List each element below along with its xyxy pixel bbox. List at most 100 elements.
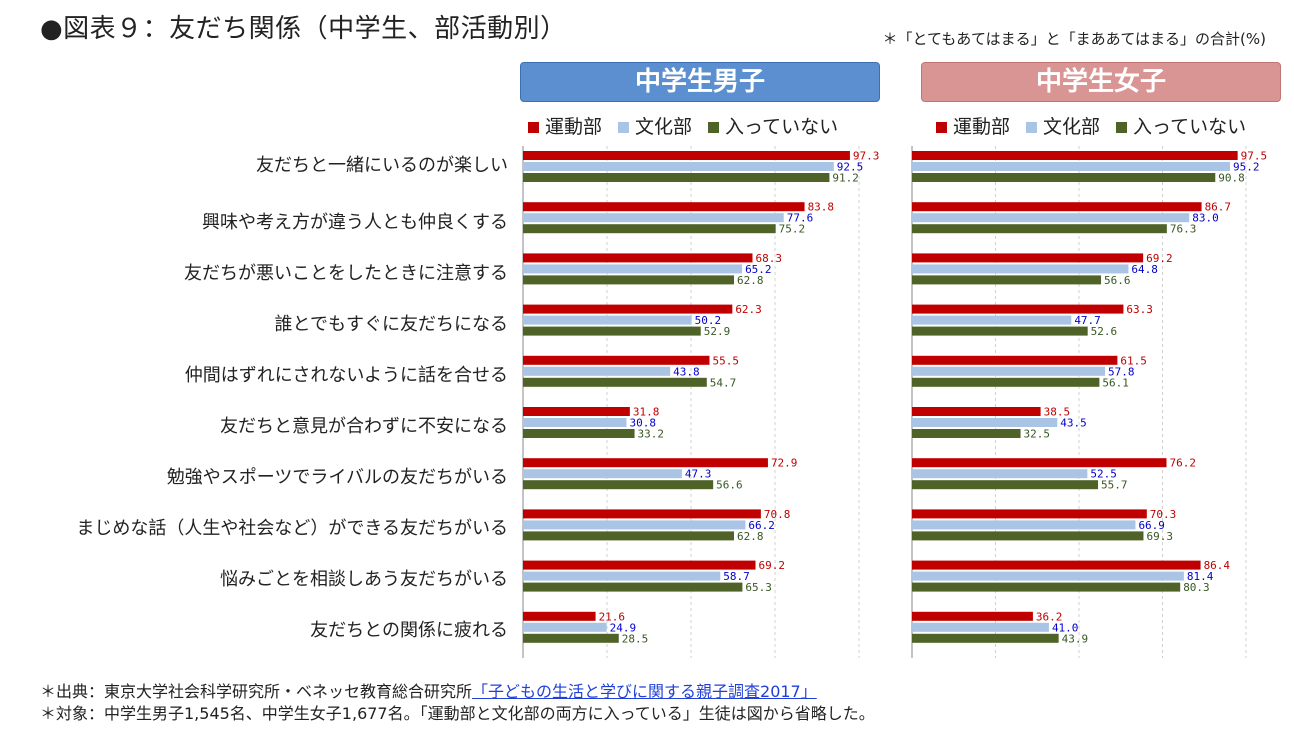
data-label-bunka: 43.8	[673, 365, 700, 378]
data-label-bunka: 64.8	[1131, 263, 1158, 276]
bar-bunka	[912, 469, 1088, 479]
data-label-bunka: 66.2	[748, 519, 775, 532]
bar-undo	[523, 304, 733, 314]
data-label-none: 52.9	[704, 325, 731, 338]
data-label-none: 62.8	[737, 530, 764, 543]
data-label-bunka: 95.2	[1233, 161, 1260, 174]
legend-swatch-undo	[936, 122, 947, 133]
target-note: ＊対象：中学生男子1,545名、中学生女子1,677名。「運動部と文化部の両方に…	[40, 704, 875, 723]
bar-undo	[912, 560, 1201, 570]
data-label-undo: 76.2	[1170, 457, 1197, 470]
bar-bunka	[523, 213, 784, 223]
bar-bunka	[523, 162, 834, 171]
bar-none	[912, 480, 1099, 490]
bar-bunka	[523, 366, 671, 376]
data-label-undo: 68.3	[755, 252, 782, 265]
bar-undo	[523, 509, 761, 519]
data-label-undo: 72.9	[771, 457, 798, 470]
data-label-none: 55.7	[1101, 479, 1128, 492]
data-label-bunka: 43.5	[1060, 417, 1087, 430]
legend-label-none: 入っていない	[1133, 115, 1247, 138]
bar-bunka	[523, 315, 692, 325]
data-label-none: 80.3	[1183, 581, 1210, 594]
data-label-bunka: 47.3	[685, 468, 712, 481]
data-label-bunka: 30.8	[629, 417, 656, 430]
bar-undo	[912, 407, 1041, 416]
data-label-undo: 70.3	[1150, 508, 1177, 521]
bar-none	[523, 429, 635, 438]
data-label-none: 65.3	[745, 581, 772, 594]
panel-header-girls: 中学生女子	[921, 62, 1281, 102]
legend-label-bunka: 文化部	[635, 115, 693, 138]
data-label-none: 90.8	[1218, 172, 1245, 185]
bar-undo	[912, 458, 1167, 468]
bar-bunka	[912, 315, 1072, 325]
bar-none	[523, 531, 735, 541]
category-label: 友だちと意見が合わずに不安になる	[220, 416, 508, 437]
category-label: 友だちと一緒にいるのが楽しい	[256, 155, 508, 176]
bar-undo	[912, 509, 1147, 519]
chart-panel-boys: 97.392.591.283.877.675.268.365.262.862.3…	[522, 146, 879, 658]
category-label: 悩みごとを相談しあう友だちがいる	[220, 569, 508, 590]
data-label-undo: 69.2	[1146, 252, 1173, 265]
legend-swatch-none	[708, 122, 720, 133]
bar-none	[912, 633, 1059, 643]
data-label-none: 62.8	[737, 274, 764, 287]
source-prefix: ＊出典：東京大学社会科学研究所・ベネッセ教育総合研究所	[40, 682, 473, 701]
bar-undo	[912, 355, 1118, 365]
data-label-none: 75.2	[779, 223, 806, 236]
bar-bunka	[912, 520, 1136, 530]
data-label-bunka: 81.4	[1187, 570, 1214, 583]
legend-label-bunka: 文化部	[1043, 115, 1101, 138]
data-label-none: 54.7	[710, 376, 737, 389]
bar-none	[523, 326, 701, 336]
bar-none	[912, 275, 1102, 285]
category-label: 勉強やスポーツでライバルの友だちがいる	[166, 467, 508, 488]
bar-undo	[523, 355, 710, 365]
data-label-bunka: 50.2	[695, 314, 722, 327]
data-label-undo: 63.3	[1126, 303, 1153, 316]
data-label-bunka: 65.2	[745, 263, 772, 276]
bar-undo	[912, 202, 1202, 212]
data-label-none: 52.6	[1091, 325, 1118, 338]
data-label-bunka: 47.7	[1074, 314, 1101, 327]
data-label-bunka: 83.0	[1192, 212, 1219, 225]
data-label-bunka: 41.0	[1052, 621, 1079, 634]
bar-undo	[523, 407, 630, 416]
bar-bunka	[912, 162, 1230, 171]
legend-item-undo: 運動部	[936, 112, 1010, 139]
bar-none	[523, 377, 707, 387]
bar-none	[912, 377, 1100, 387]
data-label-none: 56.1	[1102, 376, 1129, 389]
data-label-none: 69.3	[1146, 530, 1173, 543]
bar-undo	[912, 304, 1124, 314]
bar-none	[523, 173, 830, 182]
data-label-undo: 55.5	[712, 354, 739, 367]
data-label-none: 91.2	[832, 172, 859, 185]
category-label: 友だちとの関係に疲れる	[310, 620, 508, 641]
data-label-undo: 97.5	[1241, 150, 1268, 163]
source-link[interactable]: 「子どもの生活と学びに関する親子調査2017」	[472, 682, 817, 701]
bar-bunka	[912, 622, 1049, 632]
data-label-undo: 62.3	[735, 303, 762, 316]
bar-none	[912, 326, 1088, 336]
chart-panel-girls: 97.595.290.8 86.783.076.3 69.264.856.6 63.3…	[911, 146, 1268, 658]
bar-none	[523, 633, 619, 643]
bar-none	[523, 480, 714, 490]
data-label-undo: 31.8	[633, 406, 660, 419]
legend-swatch-bunka	[1026, 122, 1038, 133]
data-label-none: 76.3	[1170, 223, 1197, 236]
bar-bunka	[523, 264, 743, 274]
data-label-bunka: 57.8	[1108, 365, 1135, 378]
legend-swatch-none	[1116, 122, 1128, 133]
bar-bunka	[523, 418, 627, 427]
legend-label-none: 入っていない	[725, 115, 839, 138]
bar-undo	[523, 458, 768, 468]
bar-undo	[523, 611, 596, 621]
bar-undo	[523, 202, 805, 212]
legend-swatch-undo	[528, 122, 539, 133]
category-label: 友だちが悪いことをしたときに注意する	[184, 263, 508, 284]
legend-item-bunka: 文化部	[1026, 112, 1100, 139]
data-label-undo: 61.5	[1120, 354, 1147, 367]
data-label-none: 28.5	[622, 632, 649, 645]
